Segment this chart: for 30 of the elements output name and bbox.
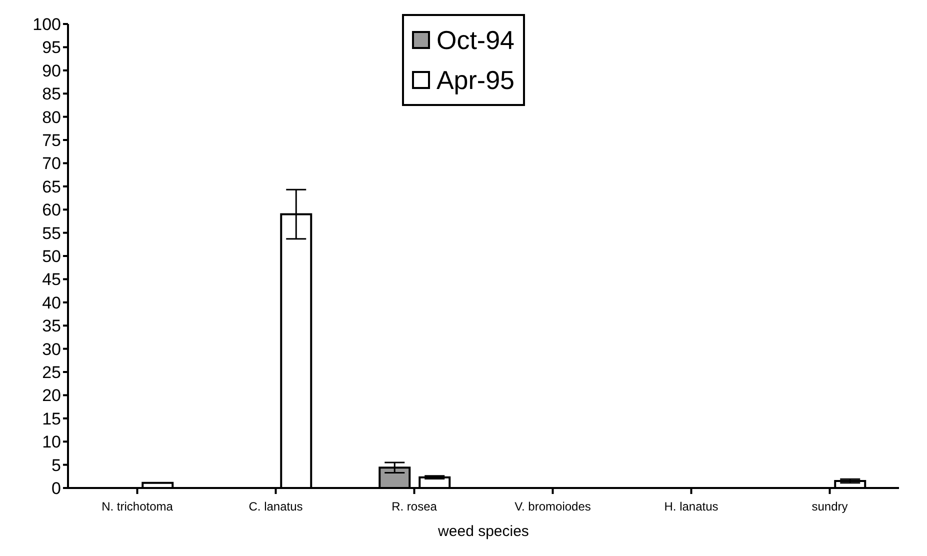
x-tick-label: V. bromoiodes <box>514 500 591 514</box>
y-tick-label: 95 <box>42 38 61 58</box>
y-tick-label: 60 <box>42 200 61 220</box>
y-tick-label: 0 <box>52 479 61 498</box>
x-tick-label: R. rosea <box>392 500 438 514</box>
y-tick-label: 30 <box>42 340 61 359</box>
y-tick-label: 65 <box>42 177 61 196</box>
legend-label: Oct-94 <box>435 24 515 57</box>
y-tick-label: 25 <box>42 363 61 382</box>
y-tick-label: 40 <box>42 293 61 312</box>
y-tick-label: 70 <box>42 154 61 174</box>
x-axis-title: weed species <box>437 523 529 540</box>
x-tick-label: H. lanatus <box>664 500 718 514</box>
y-tick-label: 45 <box>42 270 61 290</box>
x-tick-label: N. trichotoma <box>102 500 174 514</box>
y-tick-label: 20 <box>42 386 61 406</box>
y-tick-label: 80 <box>42 108 61 127</box>
y-tick-label: 10 <box>42 432 61 452</box>
y-tick-label: 5 <box>52 456 61 475</box>
y-tick-label: 75 <box>42 131 61 150</box>
y-tick-label: 100 <box>32 15 61 34</box>
y-tick-label: 55 <box>42 224 61 243</box>
x-tick-label: C. lanatus <box>248 500 303 514</box>
y-tick-label: 50 <box>42 247 61 266</box>
legend-label: Apr-95 <box>435 64 515 97</box>
y-tick-label: 15 <box>42 409 61 428</box>
y-tick-label: 35 <box>42 316 61 336</box>
y-tick-label: 85 <box>42 84 61 104</box>
y-tick-label: 90 <box>42 61 61 80</box>
x-tick-label: sundry <box>812 500 848 514</box>
